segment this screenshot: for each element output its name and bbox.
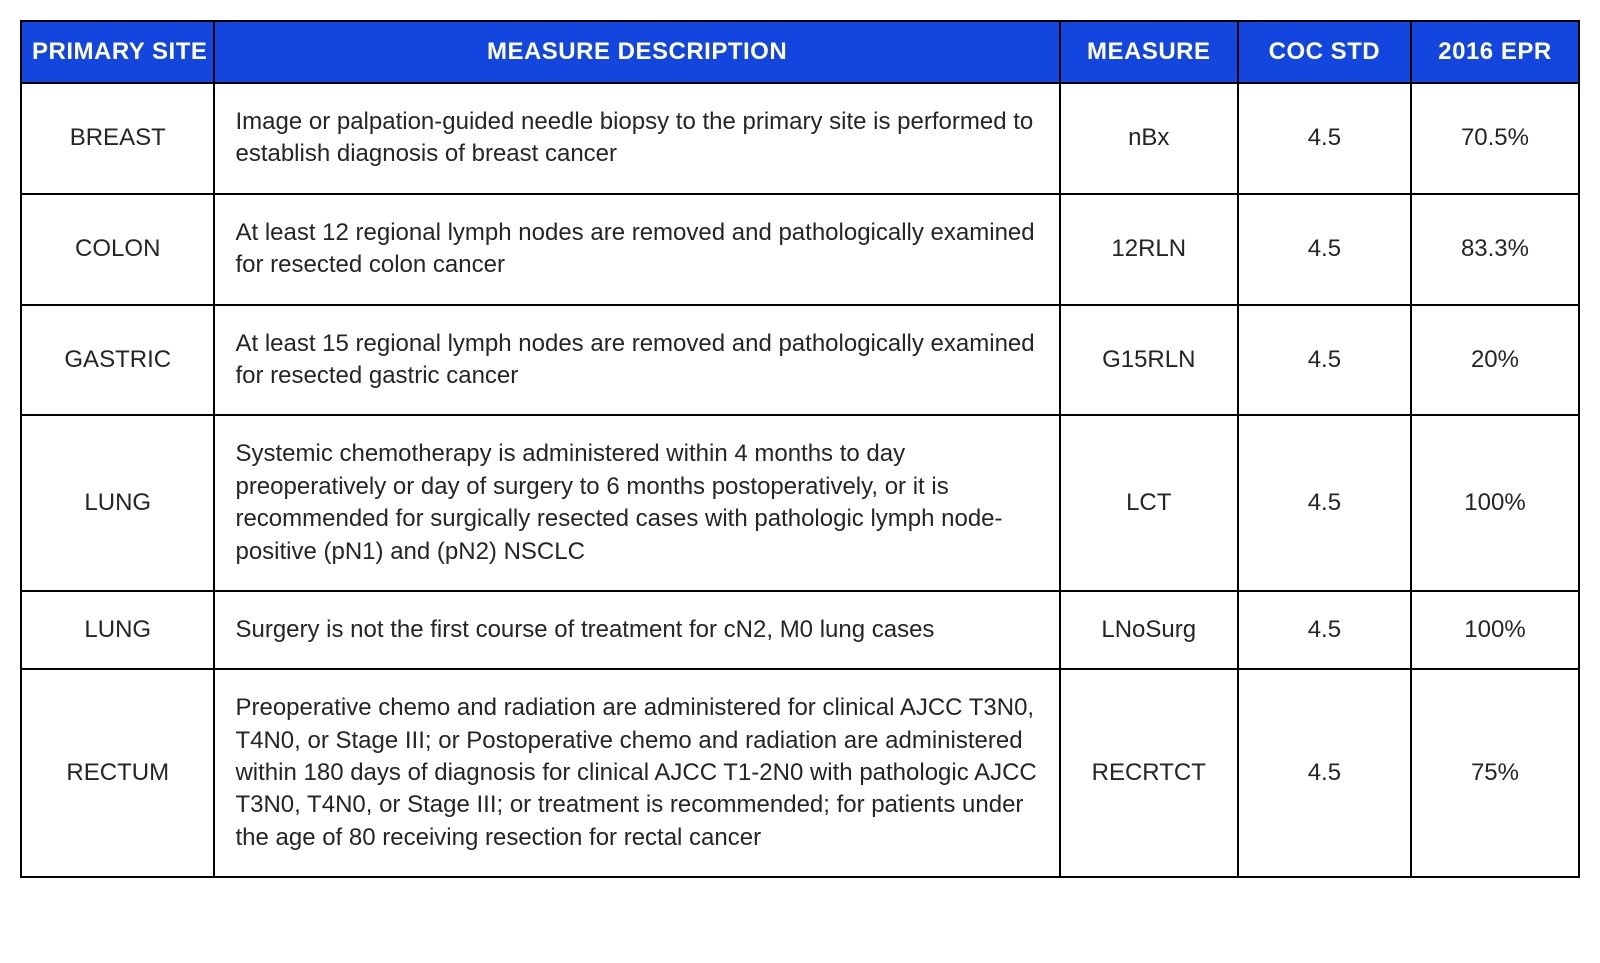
table-body: BREAST Image or palpation-guided needle … <box>21 83 1579 877</box>
cell-primary-site: BREAST <box>21 83 214 194</box>
cell-measure: G15RLN <box>1060 305 1238 416</box>
cell-description: Surgery is not the first course of treat… <box>214 591 1059 669</box>
cell-2016-epr: 20% <box>1411 305 1579 416</box>
table-row: BREAST Image or palpation-guided needle … <box>21 83 1579 194</box>
cell-coc-std: 4.5 <box>1238 83 1411 194</box>
col-header-coc-std: COC STD <box>1238 21 1411 83</box>
cell-2016-epr: 70.5% <box>1411 83 1579 194</box>
cell-measure: RECRTCT <box>1060 669 1238 877</box>
col-header-2016-epr: 2016 EPR <box>1411 21 1579 83</box>
table-row: LUNG Systemic chemotherapy is administer… <box>21 415 1579 591</box>
header-row: PRIMARY SITE MEASURE DESCRIPTION MEASURE… <box>21 21 1579 83</box>
cell-coc-std: 4.5 <box>1238 669 1411 877</box>
col-header-measure-description: MEASURE DESCRIPTION <box>214 21 1059 83</box>
cell-description: Preoperative chemo and radiation are adm… <box>214 669 1059 877</box>
cell-primary-site: COLON <box>21 194 214 305</box>
cell-measure: LCT <box>1060 415 1238 591</box>
table-row: LUNG Surgery is not the first course of … <box>21 591 1579 669</box>
cell-2016-epr: 75% <box>1411 669 1579 877</box>
cell-description: Image or palpation-guided needle biopsy … <box>214 83 1059 194</box>
col-header-measure: MEASURE <box>1060 21 1238 83</box>
cell-description: At least 15 regional lymph nodes are rem… <box>214 305 1059 416</box>
col-header-primary-site: PRIMARY SITE <box>21 21 214 83</box>
table-row: RECTUM Preoperative chemo and radiation … <box>21 669 1579 877</box>
cell-coc-std: 4.5 <box>1238 305 1411 416</box>
cell-primary-site: RECTUM <box>21 669 214 877</box>
cell-coc-std: 4.5 <box>1238 415 1411 591</box>
cell-measure: 12RLN <box>1060 194 1238 305</box>
cell-description: Systemic chemotherapy is administered wi… <box>214 415 1059 591</box>
cell-2016-epr: 100% <box>1411 415 1579 591</box>
cell-2016-epr: 83.3% <box>1411 194 1579 305</box>
cell-primary-site: LUNG <box>21 415 214 591</box>
cell-coc-std: 4.5 <box>1238 194 1411 305</box>
cell-primary-site: LUNG <box>21 591 214 669</box>
cell-description: At least 12 regional lymph nodes are rem… <box>214 194 1059 305</box>
cell-measure: LNoSurg <box>1060 591 1238 669</box>
table-header: PRIMARY SITE MEASURE DESCRIPTION MEASURE… <box>21 21 1579 83</box>
cell-2016-epr: 100% <box>1411 591 1579 669</box>
table-row: GASTRIC At least 15 regional lymph nodes… <box>21 305 1579 416</box>
cell-primary-site: GASTRIC <box>21 305 214 416</box>
table-container: PRIMARY SITE MEASURE DESCRIPTION MEASURE… <box>20 20 1580 878</box>
cell-measure: nBx <box>1060 83 1238 194</box>
cell-coc-std: 4.5 <box>1238 591 1411 669</box>
table-row: COLON At least 12 regional lymph nodes a… <box>21 194 1579 305</box>
measures-table: PRIMARY SITE MEASURE DESCRIPTION MEASURE… <box>20 20 1580 878</box>
